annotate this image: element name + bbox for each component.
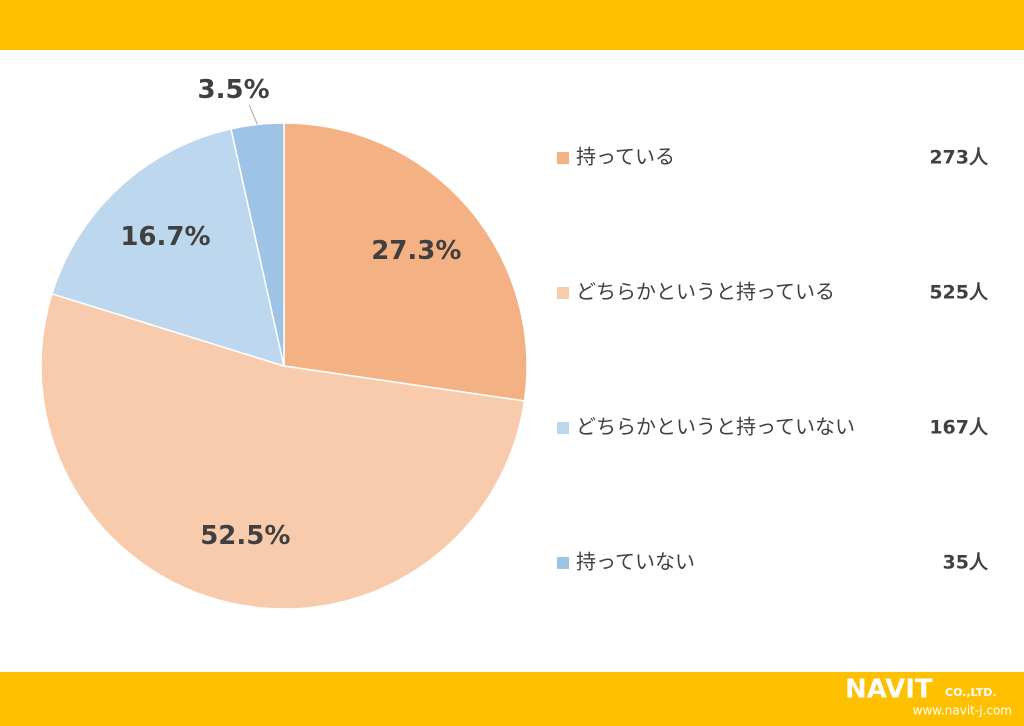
- leader-line: [248, 104, 258, 125]
- data-label: 52.5%: [200, 521, 290, 551]
- count-label: 35人: [943, 552, 989, 574]
- legend-label: どちらかというと持っていない: [576, 415, 855, 439]
- count-label: 167人: [929, 417, 989, 439]
- legend-swatch: [557, 422, 569, 434]
- footer-bar: [0, 672, 1024, 726]
- data-label: 16.7%: [120, 222, 210, 252]
- legend-swatch: [557, 557, 569, 569]
- legend-swatch: [557, 287, 569, 299]
- pie-slice: [51, 127, 286, 368]
- count-label: 273人: [929, 147, 989, 169]
- header-bar: [0, 0, 1024, 50]
- legend-label: どちらかというと持っている: [576, 280, 835, 304]
- legend-label: 持っていない: [576, 550, 695, 574]
- footer-company: CO.,LTD.: [945, 686, 997, 699]
- data-label: 27.3%: [371, 236, 461, 266]
- footer-url: www.navit-j.com: [913, 704, 1012, 718]
- count-label: 525人: [929, 282, 989, 304]
- pie-slice: [230, 122, 285, 367]
- data-label: 3.5%: [198, 75, 270, 105]
- pie-slice: [283, 122, 528, 402]
- pie-slice: [40, 292, 526, 610]
- footer-logo: NAVIT: [845, 675, 933, 705]
- legend-swatch: [557, 152, 569, 164]
- legend-label: 持っている: [576, 145, 675, 169]
